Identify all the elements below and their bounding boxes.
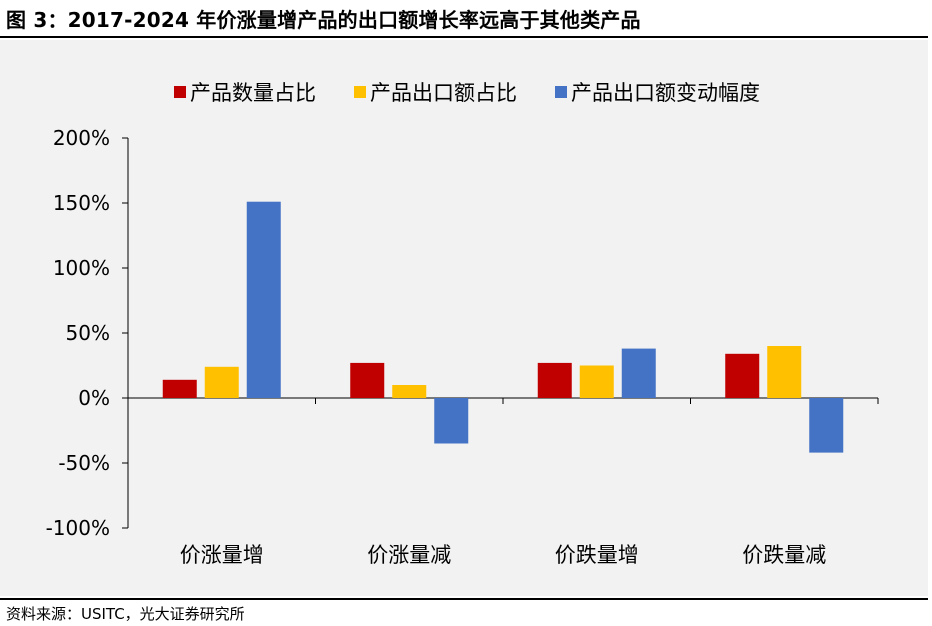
chart-legend: 产品数量占比 产品出口额占比 产品出口额变动幅度	[174, 81, 760, 105]
legend-label: 产品数量占比	[190, 81, 316, 105]
bar-2-3	[579, 365, 614, 398]
bar-series	[162, 201, 844, 453]
legend-swatch	[555, 86, 567, 98]
bar-1-1	[162, 379, 197, 398]
legend-label: 产品出口额变动幅度	[571, 81, 760, 105]
bar-3-1	[246, 201, 281, 398]
bar-2-2	[392, 385, 427, 398]
y-axis: -100% -50% 0% 50% 100% 150% 200%	[46, 126, 129, 540]
bar-3-3	[621, 348, 656, 398]
x-category-label: 价跌量增	[555, 543, 639, 567]
y-tick-label: -100%	[46, 516, 110, 540]
y-tick-label: 200%	[53, 126, 110, 150]
source-divider	[0, 598, 928, 600]
legend-label: 产品出口额占比	[370, 81, 517, 105]
y-tick-label: -50%	[58, 451, 110, 475]
bar-2-4	[767, 346, 802, 398]
x-category-label: 价涨量增	[180, 543, 264, 567]
title-divider	[0, 36, 928, 38]
chart-title: 图 3：2017-2024 年价涨量增产品的出口额增长率远高于其他类产品	[6, 8, 641, 32]
x-category-label: 价跌量减	[742, 543, 826, 567]
bar-1-2	[350, 362, 385, 398]
y-tick-label: 0%	[78, 386, 110, 410]
legend-swatch	[174, 86, 186, 98]
bar-2-1	[204, 366, 239, 398]
source-note: 资料来源：USITC，光大证券研究所	[6, 605, 245, 623]
y-tick-label: 50%	[66, 321, 110, 345]
bar-1-3	[537, 362, 572, 398]
x-category-label: 价涨量减	[367, 543, 451, 567]
bar-1-4	[725, 353, 760, 398]
bar-3-2	[434, 398, 469, 444]
x-axis: 价涨量增 价涨量减 价跌量增 价跌量减	[127, 397, 879, 567]
y-tick-label: 150%	[53, 191, 110, 215]
bar-3-4	[809, 398, 844, 453]
y-tick-label: 100%	[53, 256, 110, 280]
chart-panel	[0, 40, 928, 596]
legend-swatch	[354, 86, 366, 98]
